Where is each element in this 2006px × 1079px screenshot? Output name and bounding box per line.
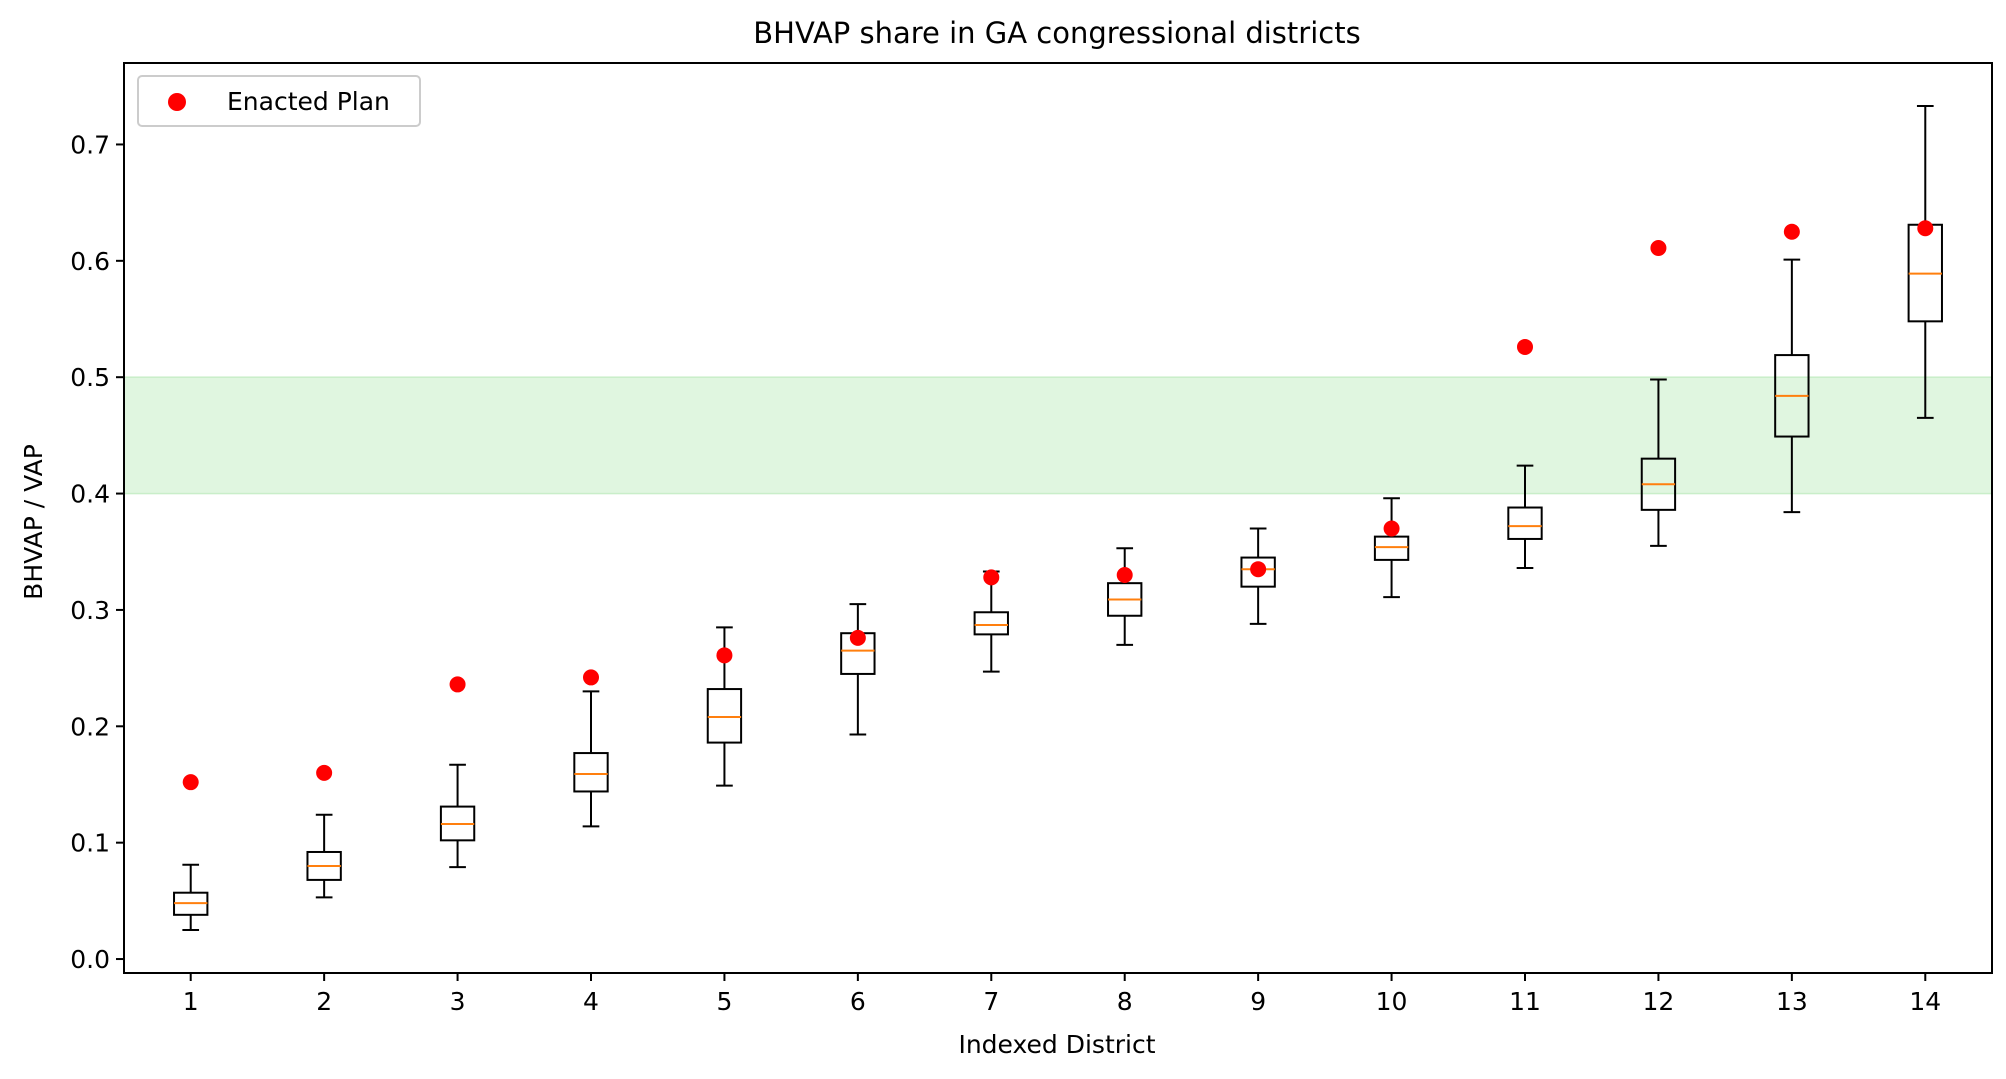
legend: Enacted Plan bbox=[137, 75, 421, 127]
box-district-1 bbox=[173, 863, 209, 931]
y-tick-label: 0.1 bbox=[70, 829, 110, 858]
enacted-point-district-14 bbox=[1917, 220, 1934, 237]
x-tick-label: 9 bbox=[1250, 987, 1266, 1016]
x-tick-label: 7 bbox=[983, 987, 999, 1016]
iqr-box bbox=[573, 752, 609, 793]
enacted-point-district-2 bbox=[316, 764, 333, 781]
box-district-4 bbox=[573, 690, 609, 828]
enacted-point-district-10 bbox=[1383, 520, 1400, 537]
iqr-box bbox=[706, 688, 743, 744]
iqr-box bbox=[1507, 506, 1543, 540]
x-tick-label: 8 bbox=[1117, 987, 1133, 1016]
x-axis-label: Indexed District bbox=[958, 1030, 1155, 1059]
x-tick-label: 13 bbox=[1776, 987, 1808, 1016]
box-district-14 bbox=[1907, 105, 1943, 419]
x-tick-label: 12 bbox=[1643, 987, 1675, 1016]
box-district-2 bbox=[306, 813, 342, 899]
x-tick-label: 14 bbox=[1909, 987, 1941, 1016]
y-tick-label: 0.4 bbox=[70, 480, 110, 509]
enacted-point-district-9 bbox=[1250, 561, 1267, 578]
enacted-point-district-4 bbox=[583, 669, 599, 686]
box-district-13 bbox=[1774, 258, 1810, 514]
y-tick-label: 0.6 bbox=[70, 247, 110, 276]
legend-label: Enacted Plan bbox=[227, 87, 390, 116]
x-axis-ticks: 1 2 3 4 5 6 7 8 9 10 11 12 13 14 bbox=[183, 973, 1941, 1016]
chart-title: BHVAP share in GA congressional district… bbox=[753, 16, 1360, 50]
iqr-box bbox=[1373, 535, 1410, 561]
enacted-point-district-12 bbox=[1650, 240, 1667, 257]
x-tick-label: 3 bbox=[450, 987, 466, 1016]
x-tick-label: 5 bbox=[716, 987, 732, 1016]
enacted-point-district-13 bbox=[1783, 223, 1800, 240]
box-district-8 bbox=[1107, 547, 1143, 646]
y-tick-label: 0.0 bbox=[70, 945, 110, 974]
enacted-point-district-11 bbox=[1517, 338, 1533, 355]
y-tick-label: 0.7 bbox=[70, 130, 110, 159]
plot-frame bbox=[123, 62, 1993, 974]
enacted-point-district-8 bbox=[1116, 567, 1133, 584]
shaded-band bbox=[123, 376, 1993, 495]
enacted-points-layer bbox=[182, 220, 1934, 791]
box-district-12 bbox=[1640, 378, 1677, 547]
enacted-point-district-6 bbox=[849, 629, 866, 646]
iqr-box bbox=[973, 611, 1009, 636]
y-tick-label: 0.5 bbox=[70, 363, 110, 392]
x-tick-label: 10 bbox=[1376, 987, 1408, 1016]
iqr-box bbox=[1240, 556, 1276, 588]
shaded-band-layer bbox=[123, 376, 1993, 495]
boxes-layer bbox=[173, 105, 1943, 931]
y-tick-label: 0.3 bbox=[70, 596, 110, 625]
legend-box bbox=[137, 75, 421, 127]
legend-marker bbox=[168, 93, 186, 111]
y-axis-ticks: 0.0 0.1 0.2 0.3 0.4 0.5 0.6 0.7 bbox=[70, 130, 124, 974]
y-tick-label: 0.2 bbox=[70, 712, 110, 741]
enacted-point-district-3 bbox=[449, 676, 466, 693]
enacted-point-district-5 bbox=[716, 647, 733, 664]
x-tick-label: 2 bbox=[316, 987, 332, 1016]
enacted-point-district-1 bbox=[182, 774, 199, 791]
y-axis-label: BHVAP / VAP bbox=[19, 444, 48, 600]
x-tick-label: 4 bbox=[583, 987, 599, 1016]
enacted-point-district-7 bbox=[983, 569, 1000, 586]
x-tick-label: 1 bbox=[183, 987, 199, 1016]
x-tick-label: 11 bbox=[1509, 987, 1541, 1016]
x-tick-label: 6 bbox=[850, 987, 866, 1016]
box-district-3 bbox=[439, 763, 476, 869]
box-district-11 bbox=[1507, 464, 1543, 570]
